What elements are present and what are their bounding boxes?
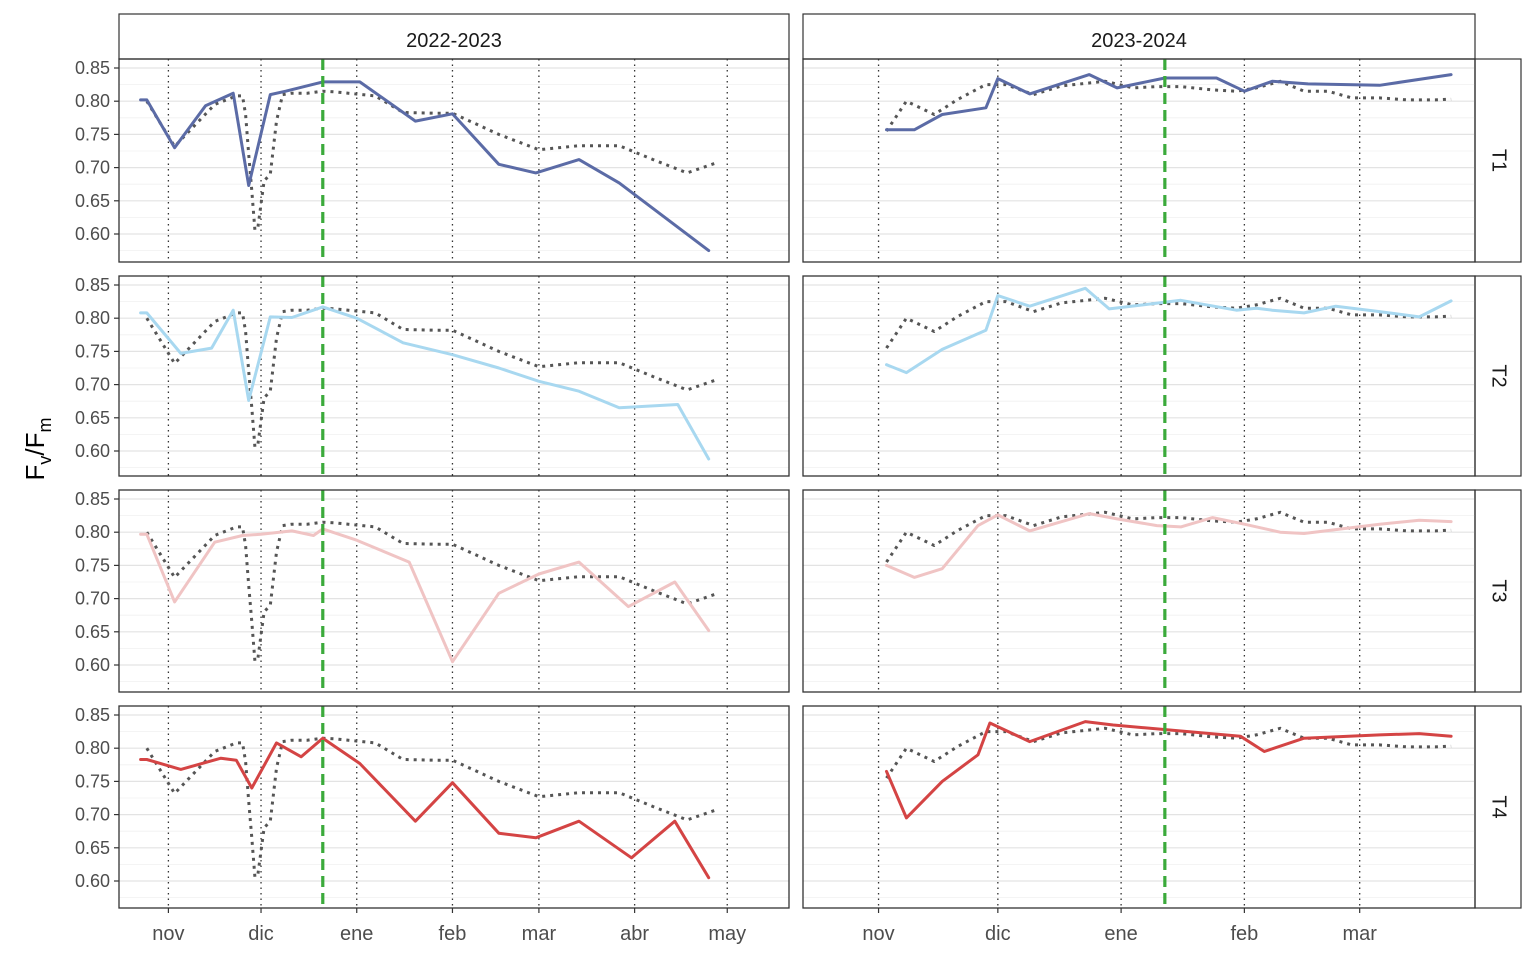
y-tick-label: 0.75 bbox=[75, 124, 110, 144]
y-tick-label: 0.65 bbox=[75, 838, 110, 858]
x-tick-label-ene: ene bbox=[340, 923, 373, 945]
y-tick-label: 0.65 bbox=[75, 191, 110, 211]
row-strip-T1 bbox=[1474, 58, 1522, 263]
panel-T1-2 bbox=[802, 58, 1476, 263]
row-strip-T4 bbox=[1474, 705, 1522, 909]
series-line-T2 bbox=[885, 286, 1453, 375]
panel-border bbox=[118, 489, 790, 693]
x-tick-label-may: may bbox=[708, 923, 746, 945]
y-axis-title-sub-1: v bbox=[35, 456, 55, 465]
x-tick-label-feb: feb bbox=[439, 923, 467, 945]
reference-series-line bbox=[145, 520, 719, 663]
y-axis-title-main-1: F bbox=[20, 465, 50, 481]
panel-T3-2 bbox=[802, 489, 1476, 693]
series-line-T3 bbox=[885, 512, 1453, 579]
panel-border bbox=[118, 275, 790, 477]
x-tick-label-nov: nov bbox=[152, 923, 184, 945]
panel-T2-2 bbox=[802, 275, 1476, 477]
facet-title-1: 2022-2023 bbox=[406, 30, 502, 52]
panel-border bbox=[802, 489, 1476, 693]
y-tick-label: 0.85 bbox=[75, 58, 110, 78]
panel-border bbox=[118, 705, 790, 909]
y-axis-title-main-2: F bbox=[20, 432, 50, 448]
x-tick-label-dic: dic bbox=[985, 923, 1011, 945]
y-tick-label: 0.75 bbox=[75, 341, 110, 361]
row-label-T3: T3 bbox=[1488, 579, 1510, 602]
reference-series-line bbox=[885, 510, 1452, 563]
y-tick-label: 0.75 bbox=[75, 555, 110, 575]
y-tick-label: 0.65 bbox=[75, 622, 110, 642]
reference-series-line bbox=[145, 736, 719, 879]
panel-border bbox=[802, 275, 1476, 477]
y-tick-label: 0.60 bbox=[75, 441, 110, 461]
reference-series-line bbox=[145, 89, 719, 232]
y-axis-title-slash: / bbox=[20, 448, 50, 456]
series-line-T4 bbox=[139, 736, 711, 880]
row-strip-T3 bbox=[1474, 489, 1522, 693]
row-label-T1: T1 bbox=[1488, 149, 1510, 172]
row-label-T2: T2 bbox=[1488, 364, 1510, 387]
facet-title-2: 2023-2024 bbox=[1091, 30, 1187, 52]
y-tick-label: 0.85 bbox=[75, 489, 110, 509]
series-line-T2 bbox=[139, 305, 711, 461]
x-tick-label-mar: mar bbox=[1342, 923, 1377, 945]
y-tick-label: 0.70 bbox=[75, 158, 110, 178]
y-tick-label: 0.70 bbox=[75, 589, 110, 609]
panel-border bbox=[118, 58, 790, 263]
panel-T2-1: 0.60 0.65 0.70 0.75 0.80 0.85 bbox=[75, 275, 790, 477]
panel-T3-1: 0.60 0.65 0.70 0.75 0.80 0.85 bbox=[75, 489, 790, 693]
y-tick-label: 0.85 bbox=[75, 275, 110, 295]
series-line-T1 bbox=[885, 73, 1453, 132]
y-tick-label: 0.60 bbox=[75, 224, 110, 244]
series-line-T3 bbox=[139, 527, 711, 664]
x-tick-label-dic: dic bbox=[248, 923, 274, 945]
x-tick-label-feb: feb bbox=[1230, 923, 1258, 945]
panel-border bbox=[802, 58, 1476, 263]
y-tick-label: 0.65 bbox=[75, 408, 110, 428]
y-tick-label: 0.80 bbox=[75, 738, 110, 758]
y-tick-label: 0.80 bbox=[75, 308, 110, 328]
panel-T4-2 bbox=[802, 705, 1476, 909]
reference-series-line bbox=[885, 296, 1452, 349]
x-tick-label-mar: mar bbox=[522, 923, 557, 945]
x-tick-label-abr: abr bbox=[620, 923, 649, 945]
y-tick-label: 0.70 bbox=[75, 375, 110, 395]
y-tick-label: 0.80 bbox=[75, 522, 110, 542]
svg-text:Fv/Fm: Fv/Fm bbox=[20, 417, 55, 480]
panel-T1-1: 0.60 0.65 0.70 0.75 0.80 0.85 bbox=[75, 58, 790, 263]
y-tick-label: 0.85 bbox=[75, 705, 110, 725]
panel-border bbox=[802, 705, 1476, 909]
reference-series-line bbox=[885, 79, 1452, 132]
y-tick-label: 0.70 bbox=[75, 805, 110, 825]
x-tick-label-nov: nov bbox=[862, 923, 894, 945]
facet-strip-2 bbox=[802, 13, 1476, 60]
y-tick-label: 0.60 bbox=[75, 871, 110, 891]
reference-series-line bbox=[145, 306, 719, 449]
y-tick-label: 0.60 bbox=[75, 655, 110, 675]
y-tick-label: 0.80 bbox=[75, 91, 110, 111]
series-line-T4 bbox=[885, 720, 1453, 820]
row-strip-T2 bbox=[1474, 275, 1522, 477]
y-axis-title: Fv/Fm bbox=[20, 417, 55, 480]
y-axis-title-sub-2: m bbox=[35, 417, 55, 432]
x-tick-label-ene: ene bbox=[1104, 923, 1137, 945]
y-tick-label: 0.75 bbox=[75, 771, 110, 791]
panel-T4-1: 0.60 0.65 0.70 0.75 0.80 0.85 bbox=[75, 705, 790, 909]
row-label-T4: T4 bbox=[1488, 795, 1510, 818]
series-line-T1 bbox=[139, 80, 711, 253]
